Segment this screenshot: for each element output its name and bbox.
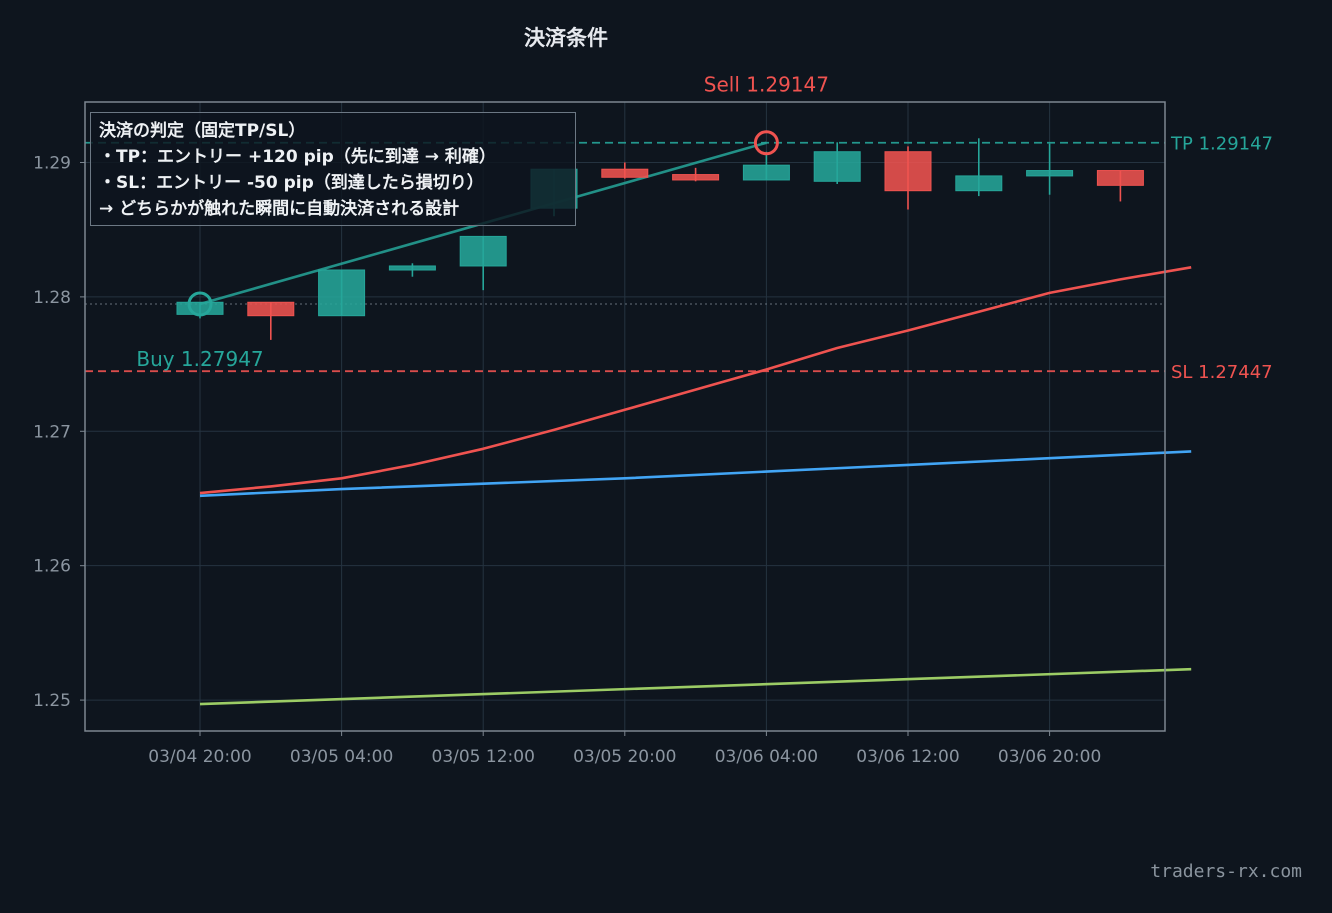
y-tick-label: 1.29: [33, 153, 71, 173]
axis-labels: 1.25 1.26 1.27 1.28 1.29 03/04 20:00 03/05 04:…: [33, 153, 1101, 767]
bearish-candle: [672, 174, 720, 181]
moving-average-lines: [199, 141, 1192, 706]
note-box: 決済の判定（固定TP/SL） ・TP：エントリー +120 pip（先に到達 →…: [90, 112, 576, 226]
bearish-candle: [1096, 170, 1144, 186]
trade-markers: Buy 1.27947 Sell 1.29147: [136, 73, 829, 371]
bullish-candle: [459, 235, 507, 267]
bullish-candle: [388, 265, 436, 271]
y-tick-label: 1.28: [33, 288, 71, 308]
watermark: traders-rx.com: [1150, 861, 1302, 882]
y-tick-label: 1.26: [33, 557, 71, 577]
bullish-candle: [318, 269, 366, 317]
chart-title: 決済条件: [524, 26, 608, 50]
x-tick-label: 03/06 04:00: [715, 747, 818, 767]
bullish-candle: [176, 301, 224, 315]
x-tick-label: 03/05 12:00: [432, 747, 535, 767]
bullish-candle: [1026, 170, 1074, 177]
sell-marker: [753, 130, 779, 156]
buy-label: Buy 1.27947: [136, 347, 263, 371]
x-tick-label: 03/06 12:00: [856, 747, 959, 767]
x-tick-label: 03/04 20:00: [148, 747, 251, 767]
y-tick-label: 1.25: [33, 691, 71, 711]
bullish-candle: [813, 151, 861, 182]
x-tick-label: 03/06 20:00: [998, 747, 1101, 767]
moving-average-ma-short: [199, 266, 1192, 495]
note-line: 決済の判定（固定TP/SL）: [99, 121, 306, 141]
note-line: ・TP：エントリー +120 pip（先に到達 → 利確）: [99, 147, 496, 167]
bearish-candle: [884, 151, 932, 192]
x-tick-label: 03/05 04:00: [290, 747, 393, 767]
x-tick-label: 03/05 20:00: [573, 747, 676, 767]
bullish-candle: [955, 175, 1003, 192]
bullish-candle: [742, 164, 790, 181]
buy-marker: [187, 291, 213, 317]
price-levels: TP 1.29147 SL 1.27447: [85, 134, 1273, 383]
note-line: ・SL：エントリー -50 pip（到達したら損切り）: [99, 173, 484, 193]
moving-average-ma-mid: [199, 450, 1192, 498]
bearish-candle: [247, 301, 295, 317]
moving-average-ma-long: [199, 667, 1192, 706]
y-tick-label: 1.27: [33, 422, 71, 442]
sell-label: Sell 1.29147: [704, 73, 829, 97]
take-profit-label: TP 1.29147: [1170, 134, 1273, 155]
stop-loss-label: SL 1.27447: [1171, 362, 1273, 383]
bearish-candle: [601, 168, 649, 178]
note-line: → どちらかが触れた瞬間に自動決済される設計: [99, 199, 460, 219]
